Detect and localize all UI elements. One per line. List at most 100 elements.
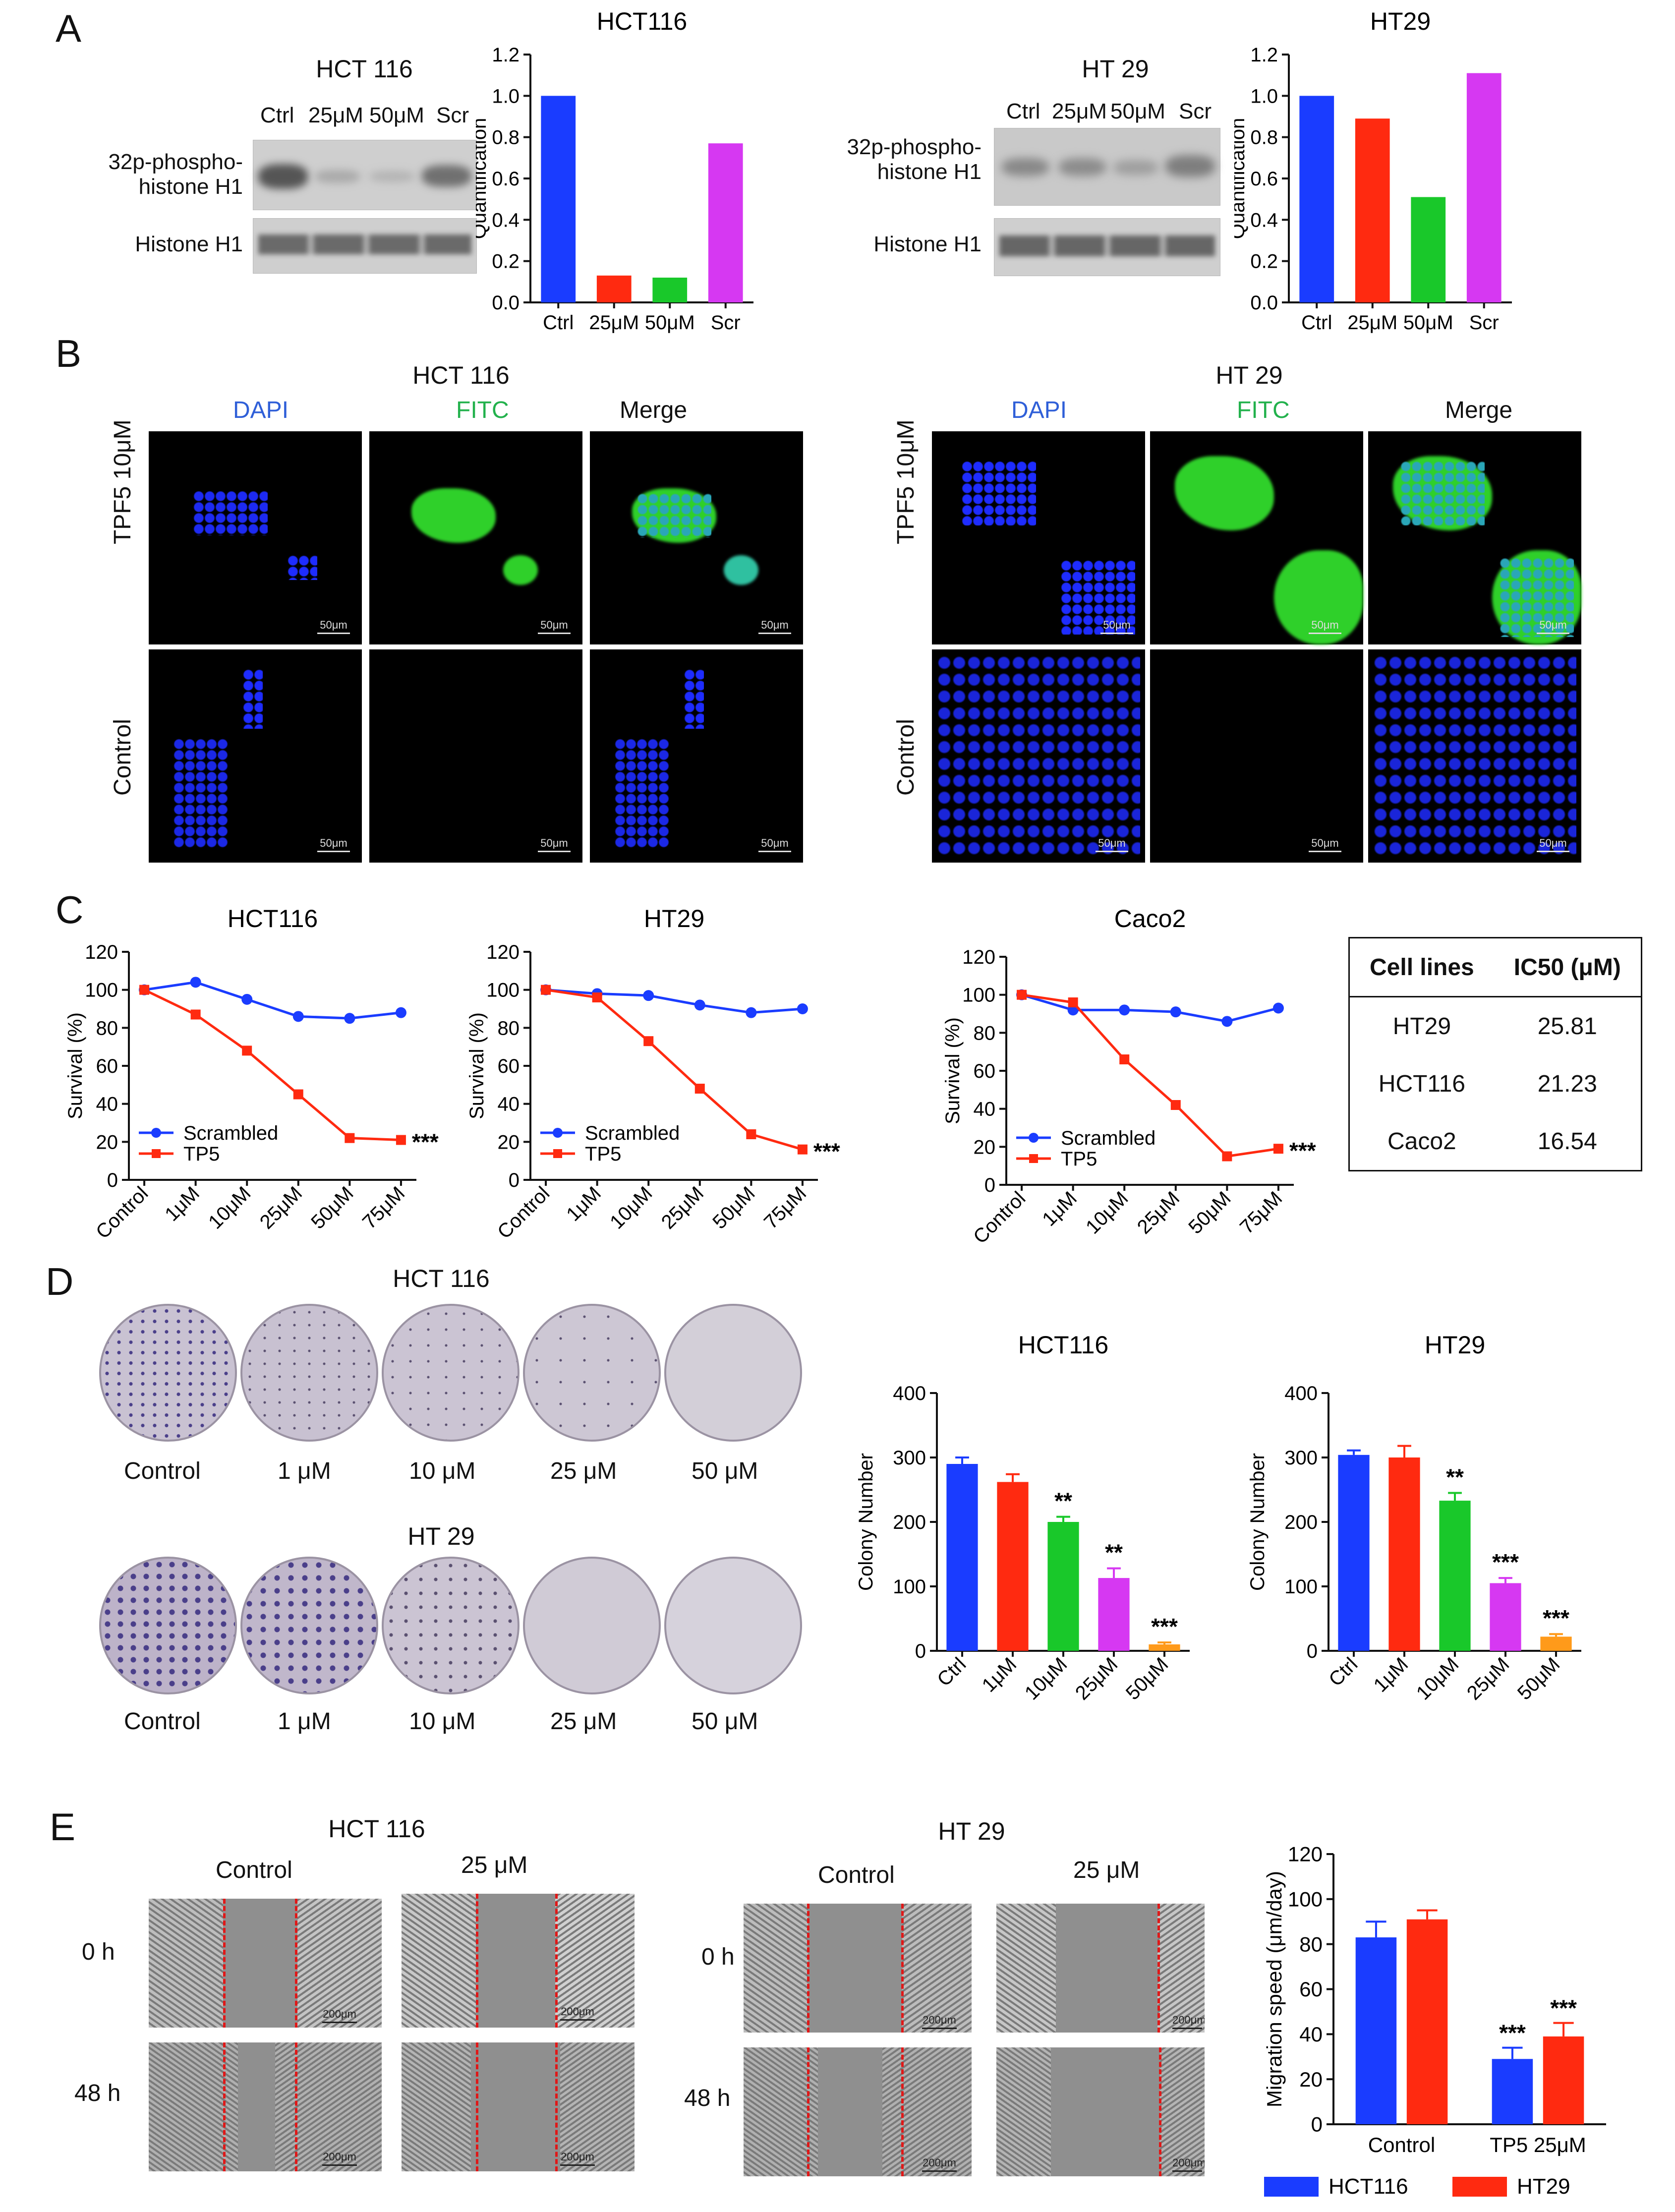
dish-label: Control bbox=[124, 1458, 201, 1484]
data-point bbox=[797, 1003, 808, 1014]
y-tick-label: 100 bbox=[486, 980, 520, 1001]
blot-title: HT 29 bbox=[1082, 55, 1149, 83]
y-tick-label: 60 bbox=[96, 1055, 118, 1077]
chart-title: Caco2 bbox=[1114, 905, 1186, 932]
col-label: 25 μM bbox=[461, 1852, 528, 1878]
data-point bbox=[190, 1009, 201, 1020]
colony-dish bbox=[523, 1557, 661, 1694]
legend-label: Scrambled bbox=[183, 1122, 278, 1144]
data-point bbox=[541, 985, 551, 995]
y-tick-label: 0.0 bbox=[492, 292, 520, 314]
row-label-control: Control bbox=[110, 719, 136, 796]
bar bbox=[1098, 1578, 1130, 1651]
scale-bar: 50μm bbox=[1100, 619, 1133, 634]
panel-letter-a: A bbox=[56, 6, 82, 50]
y-tick-label: 0.6 bbox=[1250, 168, 1278, 190]
data-point bbox=[396, 1135, 406, 1145]
merge-image: 50μm bbox=[590, 649, 803, 863]
scale-bar: 200μm bbox=[1172, 2014, 1205, 2029]
lane-label: Ctrl bbox=[260, 103, 294, 127]
data-point bbox=[242, 1046, 252, 1056]
significance-label: ** bbox=[1054, 1488, 1072, 1514]
row-label: 48 h bbox=[74, 2080, 121, 2106]
series-line bbox=[545, 989, 803, 1014]
if-title: HT 29 bbox=[1215, 361, 1283, 389]
data-point bbox=[344, 1013, 355, 1024]
panel-letter-e: E bbox=[50, 1805, 76, 1849]
series-line bbox=[1021, 993, 1279, 1023]
blot-row-label: Histone H1 bbox=[873, 232, 982, 256]
colony-dish bbox=[382, 1304, 520, 1442]
chart-title: HT29 bbox=[1425, 1331, 1485, 1359]
data-point bbox=[746, 1007, 757, 1018]
bar bbox=[1355, 1937, 1397, 2124]
scale-bar: 50μm bbox=[317, 619, 350, 634]
bar bbox=[1299, 96, 1334, 303]
scale-bar: 50μm bbox=[1309, 837, 1341, 852]
data-point bbox=[292, 1011, 304, 1022]
col-merge: Merge bbox=[620, 397, 688, 423]
bar bbox=[1492, 2059, 1533, 2124]
bar bbox=[1490, 1583, 1521, 1651]
data-point bbox=[241, 993, 253, 1005]
row-label-tpf5: TPF5 10μM bbox=[893, 419, 919, 544]
y-tick-label: 80 bbox=[498, 1017, 520, 1039]
dapi-image: 50μm bbox=[149, 431, 362, 644]
blot-row-label: 32p-phospho- histone H1 bbox=[108, 150, 243, 199]
x-tick-label: 75μM bbox=[760, 1182, 810, 1233]
data-point bbox=[395, 1007, 406, 1018]
y-tick-label: 40 bbox=[498, 1094, 520, 1115]
bar bbox=[1149, 1644, 1180, 1651]
fitc-image: 50μm bbox=[1150, 649, 1363, 863]
data-point bbox=[1170, 1006, 1181, 1018]
legend-marker bbox=[1029, 1133, 1039, 1143]
panel-letter-c: C bbox=[56, 888, 84, 931]
legend-marker bbox=[553, 1128, 563, 1138]
x-tick-label: Ctrl bbox=[1325, 1653, 1362, 1690]
y-tick-label: 0 bbox=[1311, 2113, 1323, 2136]
cell-line: Caco2 bbox=[1387, 1128, 1456, 1155]
y-tick-label: 200 bbox=[1284, 1512, 1318, 1533]
scale-bar: 50μm bbox=[758, 837, 791, 852]
x-tick-label: 75μM bbox=[358, 1182, 409, 1233]
y-tick-label: 120 bbox=[85, 941, 118, 963]
dish-label: 50 μM bbox=[692, 1458, 758, 1484]
panel-letter-d: D bbox=[46, 1260, 74, 1303]
merge-image: 50μm bbox=[590, 431, 803, 644]
x-tick-label: 1μM bbox=[978, 1653, 1021, 1696]
y-tick-label: 120 bbox=[962, 946, 995, 968]
legend-marker bbox=[151, 1128, 161, 1138]
data-point bbox=[694, 1084, 705, 1094]
data-point bbox=[643, 1036, 654, 1047]
wound-image: 200μm bbox=[402, 1894, 635, 2028]
scale-bar: 50μm bbox=[538, 619, 571, 634]
y-tick-label: 0.0 bbox=[1250, 292, 1278, 314]
y-tick-label: 100 bbox=[893, 1576, 926, 1598]
y-tick-label: 120 bbox=[486, 941, 520, 963]
phospho-blot-image bbox=[253, 140, 477, 210]
y-tick-label: 20 bbox=[498, 1131, 520, 1153]
x-tick-label: Ctrl bbox=[1301, 312, 1332, 334]
wound-image: 200μm bbox=[996, 2047, 1205, 2176]
x-tick-label: 10μM bbox=[1412, 1653, 1463, 1704]
x-tick-label: 25μM bbox=[589, 312, 639, 334]
col-label: 25 μM bbox=[1073, 1857, 1140, 1883]
y-axis-title: Migration speed (μm/day) bbox=[1263, 1871, 1286, 2107]
significance-label: ** bbox=[1446, 1464, 1464, 1490]
y-tick-label: 80 bbox=[974, 1022, 996, 1044]
x-tick-label: 25μM bbox=[1347, 312, 1397, 334]
legend-marker bbox=[1029, 1154, 1038, 1163]
y-tick-label: 0.8 bbox=[492, 127, 520, 149]
wound-image: 200μm bbox=[402, 2042, 635, 2171]
x-tick-label: 25μM bbox=[256, 1182, 306, 1233]
y-tick-label: 0.4 bbox=[1250, 209, 1278, 231]
chart-d-hct116: HCT116 0 100 200 300 400 Colony Number Ctrl 1μM 1… bbox=[855, 1331, 1190, 1704]
dapi-image: 50μm bbox=[932, 649, 1145, 863]
x-tick-label: Ctrl bbox=[933, 1653, 970, 1690]
significance-label: *** bbox=[1499, 2020, 1526, 2046]
histone-blot-image bbox=[253, 218, 477, 274]
x-tick-label: 50μM bbox=[1184, 1187, 1235, 1238]
x-tick-label: 25μM bbox=[1463, 1653, 1513, 1704]
data-point bbox=[746, 1129, 756, 1139]
x-tick-label: 10μM bbox=[204, 1182, 255, 1233]
